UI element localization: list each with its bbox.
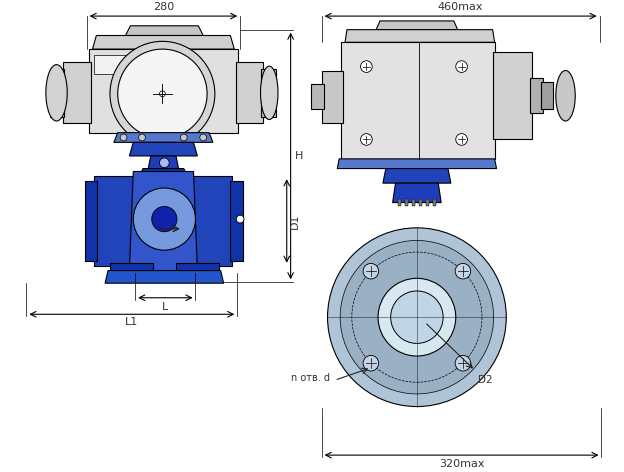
- Circle shape: [160, 158, 169, 168]
- Circle shape: [391, 291, 443, 344]
- Polygon shape: [129, 171, 197, 270]
- Bar: [172, 173, 175, 178]
- Circle shape: [180, 134, 187, 141]
- Bar: [398, 199, 401, 206]
- Circle shape: [139, 134, 145, 141]
- Bar: [419, 199, 422, 206]
- Circle shape: [134, 188, 195, 250]
- Polygon shape: [236, 62, 263, 123]
- Polygon shape: [129, 143, 197, 156]
- Polygon shape: [148, 156, 179, 170]
- Polygon shape: [125, 26, 203, 35]
- Polygon shape: [50, 68, 64, 117]
- Circle shape: [236, 215, 244, 223]
- Bar: [178, 173, 181, 178]
- Polygon shape: [94, 177, 138, 266]
- Ellipse shape: [261, 66, 278, 119]
- Bar: [433, 199, 436, 206]
- Circle shape: [328, 228, 506, 406]
- Polygon shape: [110, 263, 153, 272]
- Ellipse shape: [46, 65, 67, 121]
- Polygon shape: [376, 21, 457, 30]
- Polygon shape: [94, 55, 182, 75]
- Bar: [159, 173, 161, 178]
- Circle shape: [118, 49, 207, 138]
- Circle shape: [361, 134, 373, 145]
- Polygon shape: [105, 270, 223, 283]
- Polygon shape: [493, 52, 532, 139]
- Text: L: L: [162, 302, 168, 312]
- Polygon shape: [85, 181, 97, 261]
- Polygon shape: [392, 183, 441, 202]
- Circle shape: [455, 263, 470, 279]
- Circle shape: [340, 240, 494, 394]
- Polygon shape: [345, 30, 495, 42]
- Bar: [405, 199, 408, 206]
- Polygon shape: [114, 133, 213, 143]
- Text: D2: D2: [478, 375, 493, 386]
- Text: 320max: 320max: [439, 459, 484, 469]
- Polygon shape: [92, 35, 234, 49]
- Polygon shape: [139, 169, 188, 177]
- Circle shape: [120, 134, 127, 141]
- Polygon shape: [261, 68, 276, 117]
- Polygon shape: [64, 62, 90, 123]
- Polygon shape: [337, 159, 497, 169]
- Circle shape: [160, 91, 165, 97]
- Polygon shape: [188, 177, 232, 266]
- Circle shape: [378, 278, 456, 356]
- Bar: [165, 173, 168, 178]
- Circle shape: [363, 263, 379, 279]
- Polygon shape: [311, 84, 324, 110]
- Bar: [146, 173, 148, 178]
- Polygon shape: [383, 169, 451, 183]
- Circle shape: [361, 61, 373, 72]
- Circle shape: [200, 134, 207, 141]
- Polygon shape: [322, 71, 343, 123]
- Polygon shape: [530, 78, 543, 113]
- Circle shape: [152, 206, 177, 232]
- Bar: [426, 199, 429, 206]
- Circle shape: [363, 355, 379, 371]
- Text: n отв. d: n отв. d: [291, 373, 329, 383]
- Circle shape: [456, 134, 467, 145]
- Text: D1: D1: [290, 213, 300, 229]
- Polygon shape: [89, 49, 238, 133]
- Ellipse shape: [556, 70, 575, 121]
- Bar: [412, 199, 415, 206]
- Polygon shape: [176, 263, 219, 272]
- Polygon shape: [341, 42, 495, 159]
- Text: 460max: 460max: [438, 2, 484, 12]
- Circle shape: [110, 42, 215, 146]
- Text: 280: 280: [153, 2, 174, 12]
- Bar: [152, 173, 155, 178]
- Polygon shape: [230, 181, 243, 261]
- Circle shape: [455, 355, 470, 371]
- Polygon shape: [541, 82, 553, 110]
- Text: L1: L1: [125, 317, 138, 327]
- Text: H: H: [295, 151, 303, 161]
- Circle shape: [456, 61, 467, 72]
